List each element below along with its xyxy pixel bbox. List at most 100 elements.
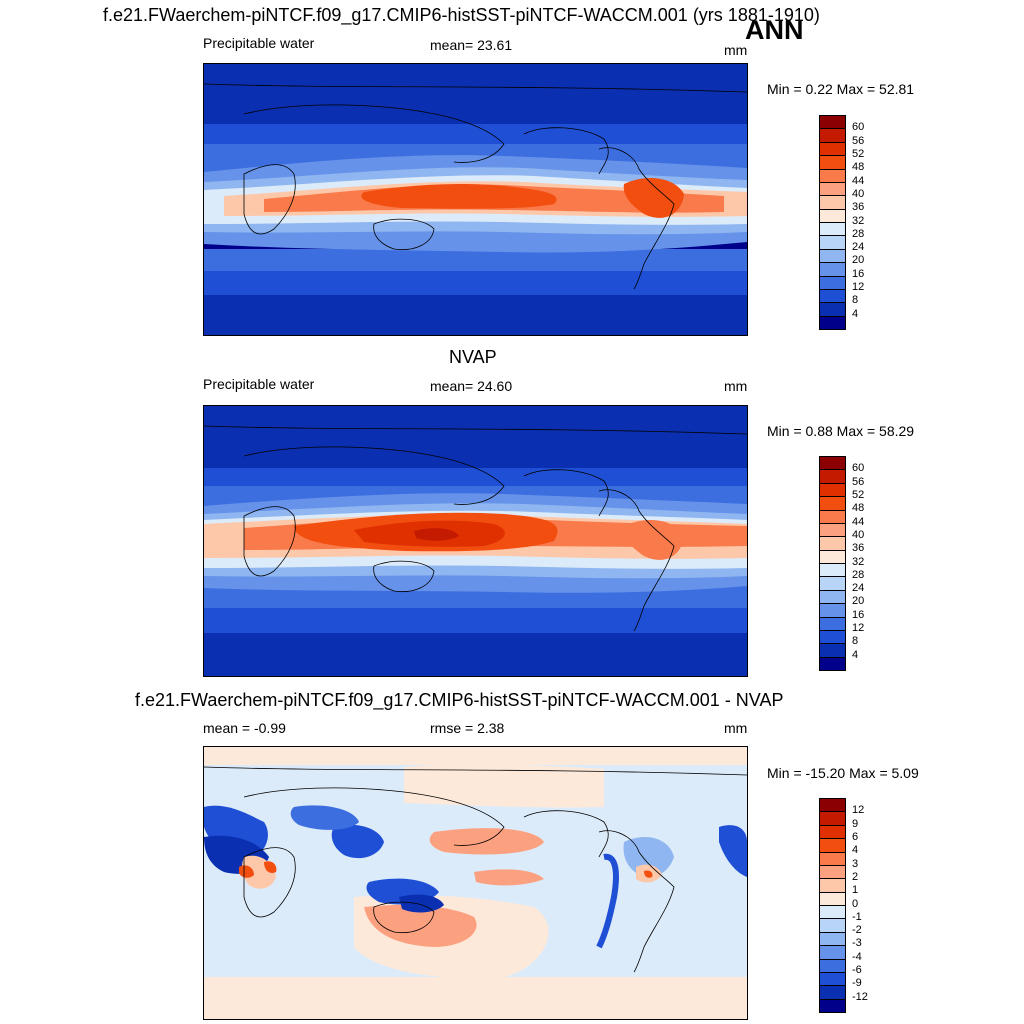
colorbar-tick-label: 4 [852, 844, 859, 857]
colorbar-tick-label: 32 [852, 555, 865, 568]
colorbar-box [820, 276, 845, 290]
colorbar-box [820, 483, 845, 498]
colorbar-box [820, 129, 845, 143]
panel3-units: mm [724, 720, 748, 736]
colorbar-box [820, 879, 845, 893]
colorbar-tick-label: 40 [852, 528, 865, 541]
colorbar-box [820, 617, 845, 631]
colorbar-tick-label: 44 [852, 515, 865, 528]
panel3-mean: mean = -0.99 [203, 720, 286, 736]
colorbar-tick-label: 12 [852, 281, 865, 294]
colorbar-tick-label: 56 [852, 134, 865, 147]
colorbar-box [820, 182, 845, 197]
colorbar-box [820, 630, 845, 645]
colorbar-box [820, 852, 845, 866]
panel1-map [203, 63, 748, 336]
colorbar-tick-label: 36 [852, 201, 865, 214]
colorbar-box [820, 657, 845, 670]
colorbar-tick-label: 28 [852, 227, 865, 240]
colorbar-box [820, 644, 845, 658]
colorbar-box [820, 209, 845, 223]
colorbar-tick-label: 16 [852, 608, 865, 621]
colorbar-tick-label: 4 [852, 648, 859, 661]
panel1-units: mm [724, 42, 748, 58]
colorbar-tick-label: 20 [852, 254, 865, 267]
panel2-colorbar-labels: 60 56 52 48 44 40 36 32 28 24 20 16 12 8 4 [852, 456, 892, 669]
colorbar-tick-label: 52 [852, 147, 865, 160]
colorbar-box [820, 236, 845, 250]
colorbar-tick-label: 3 [852, 857, 859, 870]
colorbar-tick-label: -4 [852, 950, 862, 963]
colorbar-box [820, 289, 845, 304]
panel2-colorbar [819, 456, 846, 671]
colorbar-tick-label: 60 [852, 121, 865, 134]
colorbar-box [820, 999, 845, 1012]
panel1-colorbar [819, 115, 846, 330]
panel1-colorbar-labels: 60 56 52 48 44 40 36 32 28 24 20 16 12 8 4 [852, 115, 892, 328]
colorbar-tick-label: -2 [852, 924, 862, 937]
colorbar-box [820, 865, 845, 880]
panel3-rmse: rmse = 2.38 [430, 720, 505, 736]
colorbar-box [820, 263, 845, 277]
colorbar-box [820, 523, 845, 538]
colorbar-box [820, 577, 845, 591]
colorbar-tick-label: 8 [852, 635, 859, 648]
season-label: ANN [745, 15, 804, 45]
colorbar-box [820, 564, 845, 578]
colorbar-box [820, 116, 845, 130]
colorbar-box [820, 457, 845, 471]
panel3-colorbar [819, 798, 846, 1013]
colorbar-tick-label: 44 [852, 174, 865, 187]
colorbar-tick-label: 28 [852, 568, 865, 581]
colorbar-box [820, 892, 845, 906]
colorbar-tick-label: 2 [852, 870, 859, 883]
panel2-mean: mean= 24.60 [430, 378, 513, 394]
colorbar-tick-label: 40 [852, 187, 865, 200]
colorbar-tick-label: 9 [852, 817, 859, 830]
colorbar-tick-label: 6 [852, 830, 859, 843]
colorbar-box [820, 604, 845, 618]
colorbar-box [820, 972, 845, 987]
colorbar-box [820, 825, 845, 840]
colorbar-box [820, 316, 845, 329]
colorbar-tick-label: 1 [852, 884, 859, 897]
panel3-minmax: Min = -15.20 Max = 5.09 [767, 765, 919, 781]
colorbar-tick-label: 20 [852, 595, 865, 608]
colorbar-tick-label: 32 [852, 214, 865, 227]
colorbar-tick-label: 56 [852, 475, 865, 488]
colorbar-box [820, 906, 845, 920]
colorbar-box [820, 799, 845, 813]
colorbar-box [820, 919, 845, 933]
colorbar-tick-label: 48 [852, 161, 865, 174]
colorbar-box [820, 196, 845, 210]
panel2-map [203, 405, 748, 677]
colorbar-box [820, 510, 845, 524]
colorbar-box [820, 932, 845, 947]
panel1-variable: Precipitable water [203, 35, 315, 51]
colorbar-tick-label: 60 [852, 462, 865, 475]
panel1-minmax: Min = 0.22 Max = 52.81 [767, 81, 915, 97]
panel2-units: mm [724, 378, 748, 394]
colorbar-tick-label: 12 [852, 622, 865, 635]
colorbar-box [820, 839, 845, 853]
colorbar-box [820, 550, 845, 564]
panel1-mean: mean= 23.61 [430, 37, 513, 53]
colorbar-box [820, 470, 845, 484]
colorbar-tick-label: 52 [852, 488, 865, 501]
colorbar-box [820, 249, 845, 264]
colorbar-tick-label: 24 [852, 582, 865, 595]
colorbar-box [820, 303, 845, 317]
panel2-minmax: Min = 0.88 Max = 58.29 [767, 423, 915, 439]
colorbar-tick-label: -12 [852, 990, 868, 1003]
colorbar-box [820, 156, 845, 170]
colorbar-box [820, 812, 845, 826]
colorbar-box [820, 590, 845, 605]
colorbar-tick-label: -3 [852, 937, 862, 950]
colorbar-box [820, 946, 845, 960]
colorbar-tick-label: 12 [852, 804, 865, 817]
colorbar-box [820, 497, 845, 511]
colorbar-tick-label: -1 [852, 910, 862, 923]
panel2-variable: Precipitable water [203, 376, 315, 392]
colorbar-tick-label: 48 [852, 502, 865, 515]
colorbar-box [820, 142, 845, 157]
